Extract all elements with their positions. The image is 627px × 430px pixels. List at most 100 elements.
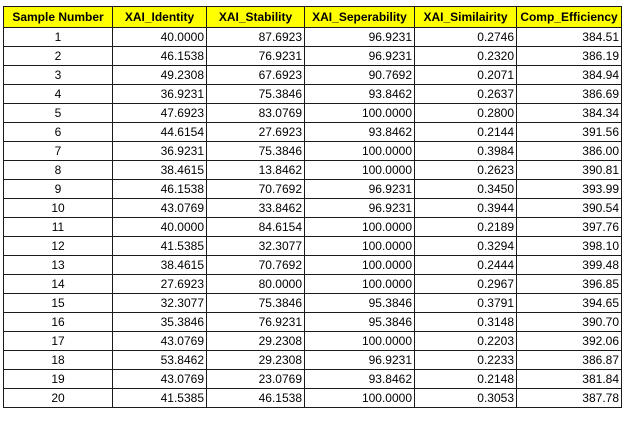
- table-cell-xai-seperability[interactable]: 93.8462: [304, 122, 415, 142]
- table-cell-comp-efficiency[interactable]: 394.65: [516, 293, 622, 313]
- table-cell-xai-stability[interactable]: 76.9231: [206, 46, 305, 66]
- table-cell-xai-identity[interactable]: 36.9231: [112, 141, 207, 161]
- table-cell-sample-number[interactable]: 7: [3, 141, 113, 161]
- table-cell-xai-identity[interactable]: 41.5385: [112, 388, 207, 408]
- table-cell-comp-efficiency[interactable]: 386.87: [516, 350, 622, 370]
- table-cell-xai-identity[interactable]: 38.4615: [112, 255, 207, 275]
- table-cell-comp-efficiency[interactable]: 384.94: [516, 65, 622, 85]
- table-cell-sample-number[interactable]: 19: [3, 369, 113, 389]
- table-cell-xai-stability[interactable]: 70.7692: [206, 179, 305, 199]
- table-cell-sample-number[interactable]: 2: [3, 46, 113, 66]
- table-cell-comp-efficiency[interactable]: 387.78: [516, 388, 622, 408]
- table-cell-sample-number[interactable]: 18: [3, 350, 113, 370]
- table-cell-comp-efficiency[interactable]: 384.34: [516, 103, 622, 123]
- table-cell-xai-seperability[interactable]: 100.0000: [304, 160, 415, 180]
- table-cell-xai-similairity[interactable]: 0.3984: [414, 141, 517, 161]
- table-cell-xai-similairity[interactable]: 0.2144: [414, 122, 517, 142]
- column-header-xai-seperability[interactable]: XAI_Seperability: [304, 6, 415, 28]
- table-cell-xai-stability[interactable]: 33.8462: [206, 198, 305, 218]
- table-cell-xai-similairity[interactable]: 0.2746: [414, 27, 517, 47]
- table-cell-xai-similairity[interactable]: 0.2320: [414, 46, 517, 66]
- table-cell-xai-stability[interactable]: 70.7692: [206, 255, 305, 275]
- table-cell-xai-similairity[interactable]: 0.3294: [414, 236, 517, 256]
- table-cell-comp-efficiency[interactable]: 399.48: [516, 255, 622, 275]
- table-cell-xai-seperability[interactable]: 96.9231: [304, 179, 415, 199]
- table-cell-xai-similairity[interactable]: 0.2233: [414, 350, 517, 370]
- table-cell-sample-number[interactable]: 16: [3, 312, 113, 332]
- table-cell-xai-stability[interactable]: 46.1538: [206, 388, 305, 408]
- table-cell-xai-similairity[interactable]: 0.2148: [414, 369, 517, 389]
- table-cell-xai-identity[interactable]: 36.9231: [112, 84, 207, 104]
- table-cell-sample-number[interactable]: 13: [3, 255, 113, 275]
- column-header-comp-efficiency[interactable]: Comp_Efficiency: [516, 6, 622, 28]
- table-cell-xai-stability[interactable]: 29.2308: [206, 350, 305, 370]
- table-cell-sample-number[interactable]: 9: [3, 179, 113, 199]
- table-cell-xai-stability[interactable]: 23.0769: [206, 369, 305, 389]
- table-cell-xai-seperability[interactable]: 100.0000: [304, 103, 415, 123]
- table-cell-xai-stability[interactable]: 13.8462: [206, 160, 305, 180]
- table-cell-xai-stability[interactable]: 75.3846: [206, 141, 305, 161]
- table-cell-xai-stability[interactable]: 29.2308: [206, 331, 305, 351]
- table-cell-xai-stability[interactable]: 83.0769: [206, 103, 305, 123]
- table-cell-xai-identity[interactable]: 41.5385: [112, 236, 207, 256]
- table-cell-xai-similairity[interactable]: 0.3148: [414, 312, 517, 332]
- table-cell-comp-efficiency[interactable]: 391.56: [516, 122, 622, 142]
- table-cell-xai-seperability[interactable]: 93.8462: [304, 84, 415, 104]
- table-cell-comp-efficiency[interactable]: 393.99: [516, 179, 622, 199]
- table-cell-xai-similairity[interactable]: 0.3791: [414, 293, 517, 313]
- table-cell-comp-efficiency[interactable]: 381.84: [516, 369, 622, 389]
- table-cell-xai-similairity[interactable]: 0.2637: [414, 84, 517, 104]
- table-cell-xai-seperability[interactable]: 93.8462: [304, 369, 415, 389]
- table-cell-sample-number[interactable]: 12: [3, 236, 113, 256]
- table-cell-xai-seperability[interactable]: 95.3846: [304, 312, 415, 332]
- table-cell-xai-identity[interactable]: 46.1538: [112, 179, 207, 199]
- column-header-xai-stability[interactable]: XAI_Stability: [206, 6, 305, 28]
- column-header-xai-identity[interactable]: XAI_Identity: [112, 6, 207, 28]
- table-cell-xai-seperability[interactable]: 100.0000: [304, 274, 415, 294]
- table-cell-xai-stability[interactable]: 75.3846: [206, 84, 305, 104]
- table-cell-comp-efficiency[interactable]: 386.19: [516, 46, 622, 66]
- table-cell-xai-identity[interactable]: 43.0769: [112, 331, 207, 351]
- table-cell-comp-efficiency[interactable]: 397.76: [516, 217, 622, 237]
- table-cell-xai-seperability[interactable]: 96.9231: [304, 27, 415, 47]
- table-cell-xai-similairity[interactable]: 0.3944: [414, 198, 517, 218]
- table-cell-xai-identity[interactable]: 47.6923: [112, 103, 207, 123]
- table-cell-xai-seperability[interactable]: 90.7692: [304, 65, 415, 85]
- table-cell-sample-number[interactable]: 17: [3, 331, 113, 351]
- table-cell-xai-similairity[interactable]: 0.2623: [414, 160, 517, 180]
- table-cell-xai-identity[interactable]: 49.2308: [112, 65, 207, 85]
- table-cell-xai-seperability[interactable]: 100.0000: [304, 217, 415, 237]
- table-cell-xai-identity[interactable]: 32.3077: [112, 293, 207, 313]
- table-cell-sample-number[interactable]: 10: [3, 198, 113, 218]
- table-cell-xai-identity[interactable]: 40.0000: [112, 27, 207, 47]
- table-cell-xai-similairity[interactable]: 0.3053: [414, 388, 517, 408]
- table-cell-comp-efficiency[interactable]: 384.51: [516, 27, 622, 47]
- table-cell-xai-stability[interactable]: 32.3077: [206, 236, 305, 256]
- table-cell-xai-similairity[interactable]: 0.2800: [414, 103, 517, 123]
- column-header-sample-number[interactable]: Sample Number: [3, 6, 113, 28]
- table-cell-xai-stability[interactable]: 75.3846: [206, 293, 305, 313]
- table-cell-xai-seperability[interactable]: 96.9231: [304, 198, 415, 218]
- table-cell-xai-seperability[interactable]: 100.0000: [304, 331, 415, 351]
- table-cell-comp-efficiency[interactable]: 386.69: [516, 84, 622, 104]
- table-cell-comp-efficiency[interactable]: 398.10: [516, 236, 622, 256]
- table-cell-comp-efficiency[interactable]: 392.06: [516, 331, 622, 351]
- table-cell-comp-efficiency[interactable]: 390.70: [516, 312, 622, 332]
- table-cell-xai-stability[interactable]: 80.0000: [206, 274, 305, 294]
- table-cell-xai-identity[interactable]: 53.8462: [112, 350, 207, 370]
- table-cell-xai-seperability[interactable]: 96.9231: [304, 46, 415, 66]
- table-cell-xai-identity[interactable]: 43.0769: [112, 369, 207, 389]
- table-cell-xai-identity[interactable]: 44.6154: [112, 122, 207, 142]
- table-cell-xai-seperability[interactable]: 100.0000: [304, 141, 415, 161]
- table-cell-sample-number[interactable]: 8: [3, 160, 113, 180]
- table-cell-xai-identity[interactable]: 46.1538: [112, 46, 207, 66]
- table-cell-comp-efficiency[interactable]: 390.81: [516, 160, 622, 180]
- column-header-xai-similairity[interactable]: XAI_Similairity: [414, 6, 517, 28]
- table-cell-sample-number[interactable]: 3: [3, 65, 113, 85]
- table-cell-sample-number[interactable]: 6: [3, 122, 113, 142]
- table-cell-comp-efficiency[interactable]: 396.85: [516, 274, 622, 294]
- table-cell-xai-identity[interactable]: 38.4615: [112, 160, 207, 180]
- table-cell-sample-number[interactable]: 5: [3, 103, 113, 123]
- table-cell-comp-efficiency[interactable]: 390.54: [516, 198, 622, 218]
- table-cell-xai-seperability[interactable]: 96.9231: [304, 350, 415, 370]
